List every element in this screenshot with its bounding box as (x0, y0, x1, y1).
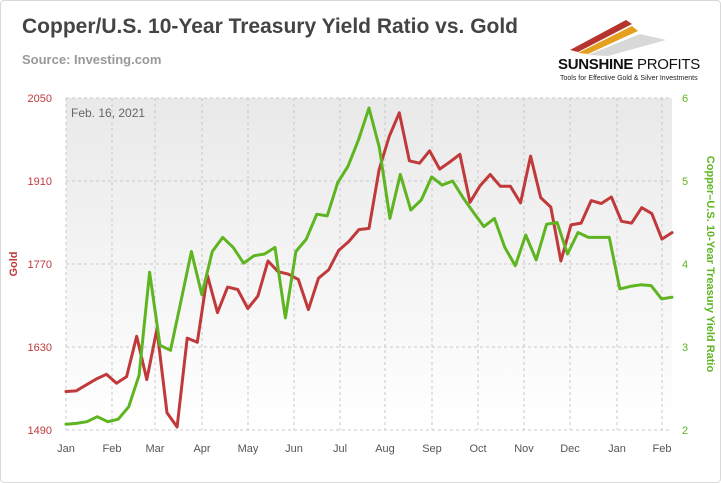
y-left-axis-label: Gold (8, 251, 20, 276)
y-right-tick-label: 5 (682, 176, 688, 188)
series-lines (64, 106, 674, 429)
logo-brand-bold: SUNSHINE (558, 56, 634, 73)
x-tick-label: Dec (560, 443, 580, 455)
y-left-tick-label: 1770 (28, 259, 52, 271)
x-tick-label: Jan (608, 443, 626, 455)
y-right-tick-label: 6 (682, 93, 688, 105)
chart-source: Source: Investing.com (22, 52, 162, 67)
logo-brand: SUNSHINE PROFITS (558, 56, 700, 73)
y-left-tick-label: 1490 (28, 425, 52, 437)
x-tick-label: Apr (193, 443, 210, 455)
x-tick-label: May (238, 443, 259, 455)
x-tick-label: Nov (514, 443, 534, 455)
logo-tagline: Tools for Effective Gold & Silver Invest… (560, 75, 698, 82)
y-left-tick-label: 1910 (28, 176, 52, 188)
x-tick-label: Jan (57, 443, 75, 455)
y-right-tick-label: 2 (682, 425, 688, 437)
x-tick-label: Aug (375, 443, 395, 455)
date-annotation: Feb. 16, 2021 (71, 106, 145, 120)
gold-series-line (64, 111, 674, 429)
ratio-series-line (64, 106, 674, 426)
x-tick-label: Feb (103, 443, 122, 455)
y-right-axis-label: Copper–U.S. 10-Year Treasury Yield Ratio (704, 156, 716, 373)
axes: 1490 1630 1770 1910 2050 2 3 4 5 6 Jan Feb Mar Apr May… (8, 93, 716, 455)
y-left-tick-label: 2050 (28, 93, 52, 105)
y-left-tick-label: 1630 (28, 342, 52, 354)
y-right-tick-label: 3 (682, 342, 688, 354)
logo-swoosh-icon (570, 20, 666, 56)
sunshine-profits-logo: SUNSHINE PROFITS Tools for Effective Gol… (548, 12, 713, 92)
x-tick-label: Feb (653, 443, 672, 455)
x-tick-label: Jun (285, 443, 303, 455)
x-tick-label: Sep (422, 443, 442, 455)
logo-brand-light: PROFITS (637, 56, 700, 73)
x-tick-label: Mar (146, 443, 165, 455)
chart-title: Copper/U.S. 10-Year Treasury Yield Ratio… (22, 15, 519, 38)
x-tick-label: Oct (469, 443, 486, 455)
x-tick-label: Jul (333, 443, 347, 455)
y-right-tick-label: 4 (682, 259, 688, 271)
